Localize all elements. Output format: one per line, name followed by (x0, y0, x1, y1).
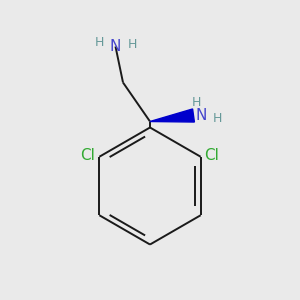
Text: H: H (94, 35, 104, 49)
Text: Cl: Cl (205, 148, 220, 163)
Polygon shape (150, 109, 194, 122)
Text: H: H (127, 38, 137, 52)
Text: N: N (195, 108, 207, 123)
Text: Cl: Cl (80, 148, 95, 163)
Text: H: H (192, 95, 201, 109)
Text: N: N (110, 39, 121, 54)
Text: H: H (213, 112, 222, 125)
